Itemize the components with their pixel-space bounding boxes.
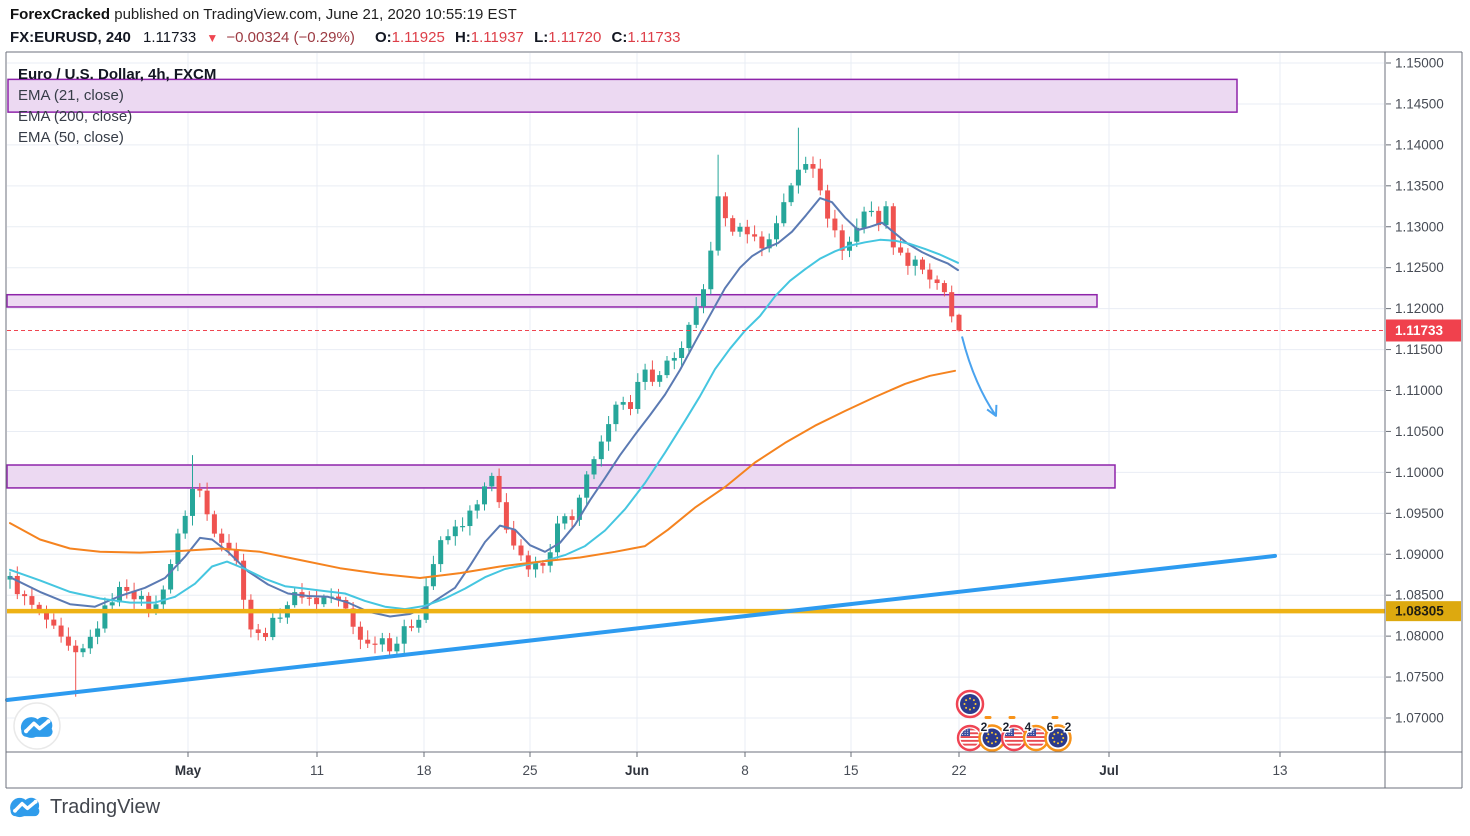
low-label: L: [534, 29, 549, 46]
price-change: −0.00324 (−0.29%) [226, 29, 355, 46]
chart-legend: Euro / U.S. Dollar, 4h, FXCM EMA (21, cl… [18, 64, 216, 148]
ema-line-200[interactable] [9, 369, 956, 579]
candlestick-series [7, 127, 962, 697]
time-tick-label: 13 [1272, 763, 1287, 778]
ascending-trendline[interactable] [5, 553, 1277, 702]
price-tick-label: 1.14500 [1395, 96, 1444, 111]
projection-arrow[interactable] [961, 336, 998, 417]
open-value: 1.11925 [391, 29, 445, 46]
legend-indicator-2[interactable]: EMA (200, close) [18, 108, 133, 125]
time-tick-label: 22 [951, 763, 966, 778]
time-tick-label: 25 [522, 763, 537, 778]
close-value: 1.11733 [627, 29, 681, 46]
price-tick-label: 1.08000 [1395, 629, 1444, 644]
event-count: 4 [1025, 720, 1032, 734]
time-tick-label: 18 [416, 763, 431, 778]
demand-zone-lower[interactable] [6, 464, 1116, 489]
supply-demand-zones[interactable] [6, 78, 1238, 489]
time-tick-label: Jul [1099, 763, 1119, 778]
high-value: 1.11937 [470, 29, 524, 46]
price-tick-label: 1.12000 [1395, 301, 1444, 316]
down-triangle-icon: ▼ [206, 31, 219, 45]
chart-frame [5, 51, 1463, 789]
time-tick-label: 8 [741, 763, 749, 778]
svg-text:1.11733: 1.11733 [1395, 323, 1444, 338]
price-tick-label: 1.14000 [1395, 137, 1444, 152]
legend-title[interactable]: Euro / U.S. Dollar, 4h, FXCM [18, 66, 217, 83]
supply-zone-upper[interactable] [7, 78, 1238, 113]
price-tick-label: 1.07000 [1395, 711, 1444, 726]
time-tick-label: Jun [625, 763, 649, 778]
price-tick-label: 1.09500 [1395, 506, 1444, 521]
low-value: 1.11720 [548, 29, 602, 46]
close-label: C: [611, 29, 628, 46]
chart-watermark-logo [13, 702, 61, 750]
time-axis[interactable]: May 11 18 25 Jun 8 15 22 Jul 13 [175, 752, 1288, 778]
author-name: ForexCracked [10, 6, 111, 23]
last-price-label [1386, 319, 1461, 342]
price-tick-label: 1.13500 [1395, 178, 1444, 193]
tradingview-brand[interactable]: TradingView [50, 795, 161, 818]
price-tick-label: 1.08500 [1395, 588, 1444, 603]
price-tick-label: 1.10000 [1395, 465, 1444, 480]
event-count: 2 [1065, 720, 1072, 734]
time-tick-label: 11 [310, 763, 324, 778]
last-price: 1.11733 [143, 29, 197, 46]
event-count: 2 [1003, 720, 1010, 734]
symbol-interval[interactable]: FX:EURUSD, 240 [10, 29, 131, 46]
svg-text:1.08305: 1.08305 [1395, 604, 1444, 619]
time-tick-label: 15 [843, 763, 858, 778]
legend-indicator-1[interactable]: EMA (21, close) [18, 87, 124, 104]
symbol-ohlc-bar: FX:EURUSD, 240 1.11733 ▼ −0.00324 (−0.29… [10, 29, 680, 46]
price-axis[interactable]: 1.15000 1.14500 1.14000 1.13500 1.13000 1.125… [1386, 56, 1461, 726]
tradingview-logo-icon [10, 797, 40, 818]
price-tick-label: 1.07500 [1395, 670, 1444, 685]
event-count: 2 [981, 720, 988, 734]
legend-indicator-3[interactable]: EMA (50, close) [18, 129, 124, 146]
price-tick-label: 1.15000 [1395, 56, 1444, 71]
event-count: 6 [1047, 720, 1054, 734]
price-tick-label: 1.09000 [1395, 547, 1444, 562]
price-tick-label: 1.11000 [1395, 383, 1443, 398]
tradingview-footer: TradingView [8, 794, 160, 820]
high-label: H: [454, 29, 471, 46]
publish-header: ForexCracked published on TradingView.co… [10, 6, 517, 23]
price-tick-label: 1.12500 [1395, 260, 1444, 275]
publish-info: published on TradingView.com, June 21, 2… [110, 6, 517, 23]
yellow-price-label [1386, 601, 1461, 622]
price-tick-label: 1.10500 [1395, 424, 1444, 439]
open-label: O: [375, 29, 392, 46]
price-tick-label: 1.11500 [1395, 342, 1443, 357]
time-tick-label: May [175, 763, 202, 778]
ema-line-21[interactable] [9, 197, 959, 618]
ema-lines [9, 197, 959, 618]
supply-zone-middle[interactable] [6, 293, 1098, 308]
price-tick-label: 1.13000 [1395, 219, 1444, 234]
